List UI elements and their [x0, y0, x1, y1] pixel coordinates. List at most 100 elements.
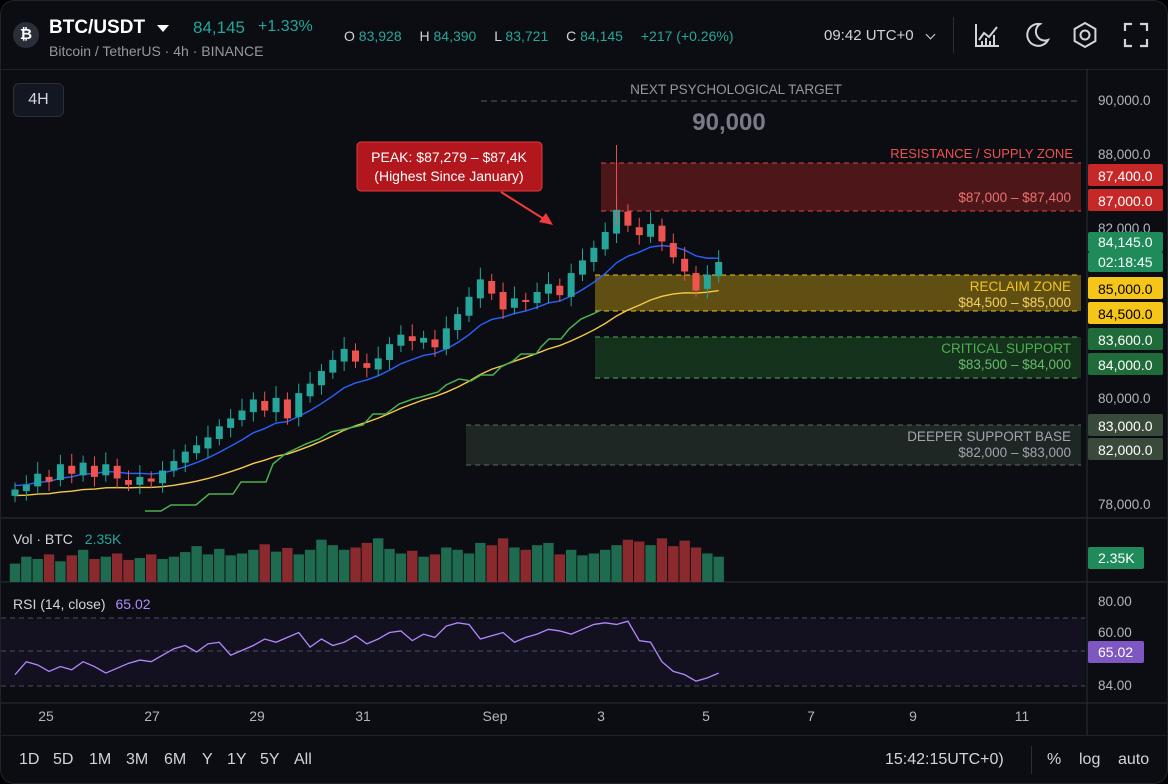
candle: [249, 399, 257, 413]
percent-toggle[interactable]: %: [1047, 751, 1062, 768]
rsi-line: [14, 620, 719, 682]
candle: [715, 262, 723, 277]
callout-arrow: [500, 191, 548, 222]
fullscreen-icon[interactable]: [1121, 20, 1151, 50]
volume-bar: [157, 559, 168, 582]
candle: [181, 451, 189, 463]
volume-bar: [327, 545, 338, 582]
candle: [204, 437, 212, 449]
volume-bar: [611, 545, 622, 582]
auto-toggle[interactable]: auto: [1118, 751, 1150, 768]
volume-bar: [338, 549, 350, 582]
zone-range: $82,000 – $83,000: [958, 445, 1071, 460]
range-5y[interactable]: 5Y: [260, 751, 280, 768]
divider: [1031, 746, 1032, 774]
candle: [90, 465, 98, 477]
candle: [703, 274, 711, 289]
clock-chevron-icon[interactable]: [925, 29, 936, 40]
price-badge-label: 82,000.0: [1098, 442, 1153, 458]
volume-bar: [236, 553, 248, 582]
candle: [215, 426, 223, 439]
candle: [227, 418, 235, 428]
volume-bar: [577, 555, 588, 582]
time-tick: 3: [597, 708, 605, 724]
volume-bar: [100, 556, 111, 582]
price-tick: 78,000.0: [1098, 497, 1151, 512]
supertrend-line: [145, 309, 602, 512]
price-badge-yellow: [1088, 302, 1163, 324]
utc-clock[interactable]: 15:42:15UTC+0): [885, 751, 1004, 768]
candle: [363, 363, 371, 368]
candle: [624, 211, 632, 226]
volume-bar: [180, 552, 191, 582]
timeframe-button[interactable]: 4H: [13, 83, 64, 117]
zone-range: $83,500 – $84,000: [958, 357, 1071, 372]
candle: [22, 484, 30, 492]
candle: [374, 358, 382, 370]
range-6m[interactable]: 6M: [164, 751, 187, 768]
volume-bar: [89, 559, 100, 582]
candle: [68, 465, 76, 474]
time-tick: 25: [38, 708, 54, 724]
price-badge-red: [1088, 164, 1163, 186]
symbol-name[interactable]: BTC/USDT: [49, 17, 146, 38]
volume-bar: [32, 559, 43, 582]
volume-bar: [350, 547, 361, 582]
log-toggle[interactable]: log: [1079, 751, 1101, 768]
price-badge-dgreen: [1088, 353, 1163, 375]
volume-bar: [679, 540, 690, 582]
range-1y[interactable]: 1Y: [227, 751, 247, 768]
volume-bar: [622, 539, 634, 582]
rsi-label: RSI (14, close): [13, 596, 106, 612]
candle: [533, 292, 541, 304]
price-tick: 88,000.0: [1098, 147, 1151, 162]
price-badge-label: 87,000.0: [1098, 193, 1153, 209]
candle: [397, 334, 405, 346]
low-label: L: [494, 28, 502, 44]
last-price: 84,145: [193, 18, 245, 37]
rsi-band: [1, 618, 1085, 686]
range-1d[interactable]: 1D: [19, 751, 40, 768]
rsi-legend-value: 65.02: [115, 596, 151, 612]
time-tick: 29: [249, 708, 265, 724]
bottom-toolbar: 1D 5D 1M 3M 6M Y 1Y 5Y All 15:42:15UTC+0…: [1, 735, 1167, 783]
range-3m[interactable]: 3M: [126, 751, 149, 768]
volume-legend-value: 2.35K: [84, 531, 122, 547]
divider: [953, 17, 954, 53]
bitcoin-icon: ₿: [13, 22, 39, 48]
rsi-tick: 60.00: [1098, 625, 1132, 640]
volume-bar: [690, 547, 702, 582]
peak-callout-line2: (Highest Since January): [374, 168, 523, 184]
zone-grey: [466, 425, 1081, 465]
ema-line: [14, 244, 719, 487]
range-5d[interactable]: 5D: [53, 751, 74, 768]
zone-title: CRITICAL SUPPORT: [941, 341, 1071, 356]
rsi-tick: 80.00: [1098, 594, 1132, 609]
price-chart[interactable]: RESISTANCE / SUPPLY ZONE $87,000 – $87,40…: [1, 69, 1167, 735]
volume-bar: [486, 545, 497, 582]
volume-bar: [645, 545, 656, 582]
volume-bar: [123, 559, 134, 582]
range-all[interactable]: All: [294, 751, 312, 768]
candle: [340, 348, 348, 362]
rsi-tick: 84.00: [1098, 678, 1132, 693]
price-badge-label: 84,500.0: [1098, 306, 1153, 322]
range-1m[interactable]: 1M: [89, 751, 112, 768]
candle: [102, 464, 110, 476]
gear-icon[interactable]: [1070, 20, 1100, 50]
candle: [170, 461, 178, 471]
moon-icon[interactable]: [1021, 20, 1051, 50]
range-y[interactable]: Y: [202, 751, 213, 768]
volume-bar: [191, 546, 202, 582]
candle: [283, 399, 291, 419]
price-badge-label: 02:18:45: [1098, 254, 1153, 270]
price-badge-grey: [1088, 438, 1163, 460]
chevron-down-icon[interactable]: [157, 25, 169, 32]
candle: [499, 292, 507, 310]
volume-bar: [384, 548, 395, 582]
timezone-clock[interactable]: 09:42 UTC+0: [824, 27, 914, 44]
chart-type-icon[interactable]: [972, 20, 1002, 50]
rsi-legend: RSI (14, close) 65.02: [13, 596, 151, 612]
candle: [56, 464, 64, 481]
price-badge-yellow: [1088, 277, 1163, 299]
